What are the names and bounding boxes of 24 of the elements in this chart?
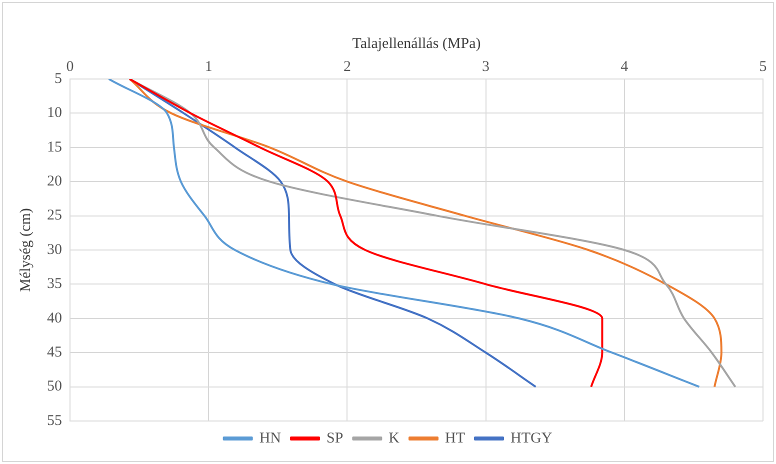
x-tick-label: 5	[759, 58, 767, 75]
x-tick-label: 0	[66, 58, 74, 75]
x-tick-label: 1	[204, 58, 212, 75]
legend-label: HTGY	[510, 430, 552, 446]
y-tick-label: 10	[47, 105, 62, 122]
y-tick-label: 40	[47, 310, 62, 326]
y-tick-label: 25	[47, 208, 62, 224]
y-tick-label: 35	[47, 276, 62, 292]
x-tick-label: 4	[620, 58, 629, 75]
y-tick-label: 5	[54, 70, 62, 87]
legend-label: K	[388, 430, 400, 446]
legend-label: SP	[326, 430, 344, 446]
y-tick-label: 55	[47, 412, 62, 429]
y-tick-label: 50	[47, 378, 62, 395]
x-axis-title: Talajellenállás (MPa)	[352, 36, 481, 52]
x-tick-label: 2	[343, 58, 351, 75]
legend-label: HN	[259, 430, 282, 446]
x-tick-label: 3	[482, 58, 490, 75]
y-tick-label: 30	[47, 242, 62, 258]
y-tick-label: 20	[47, 174, 62, 190]
y-tick-label: 45	[47, 344, 62, 361]
y-tick-label: 15	[47, 139, 62, 156]
y-axis-title: Mélység (cm)	[18, 208, 34, 292]
legend-label: HT	[445, 430, 466, 446]
